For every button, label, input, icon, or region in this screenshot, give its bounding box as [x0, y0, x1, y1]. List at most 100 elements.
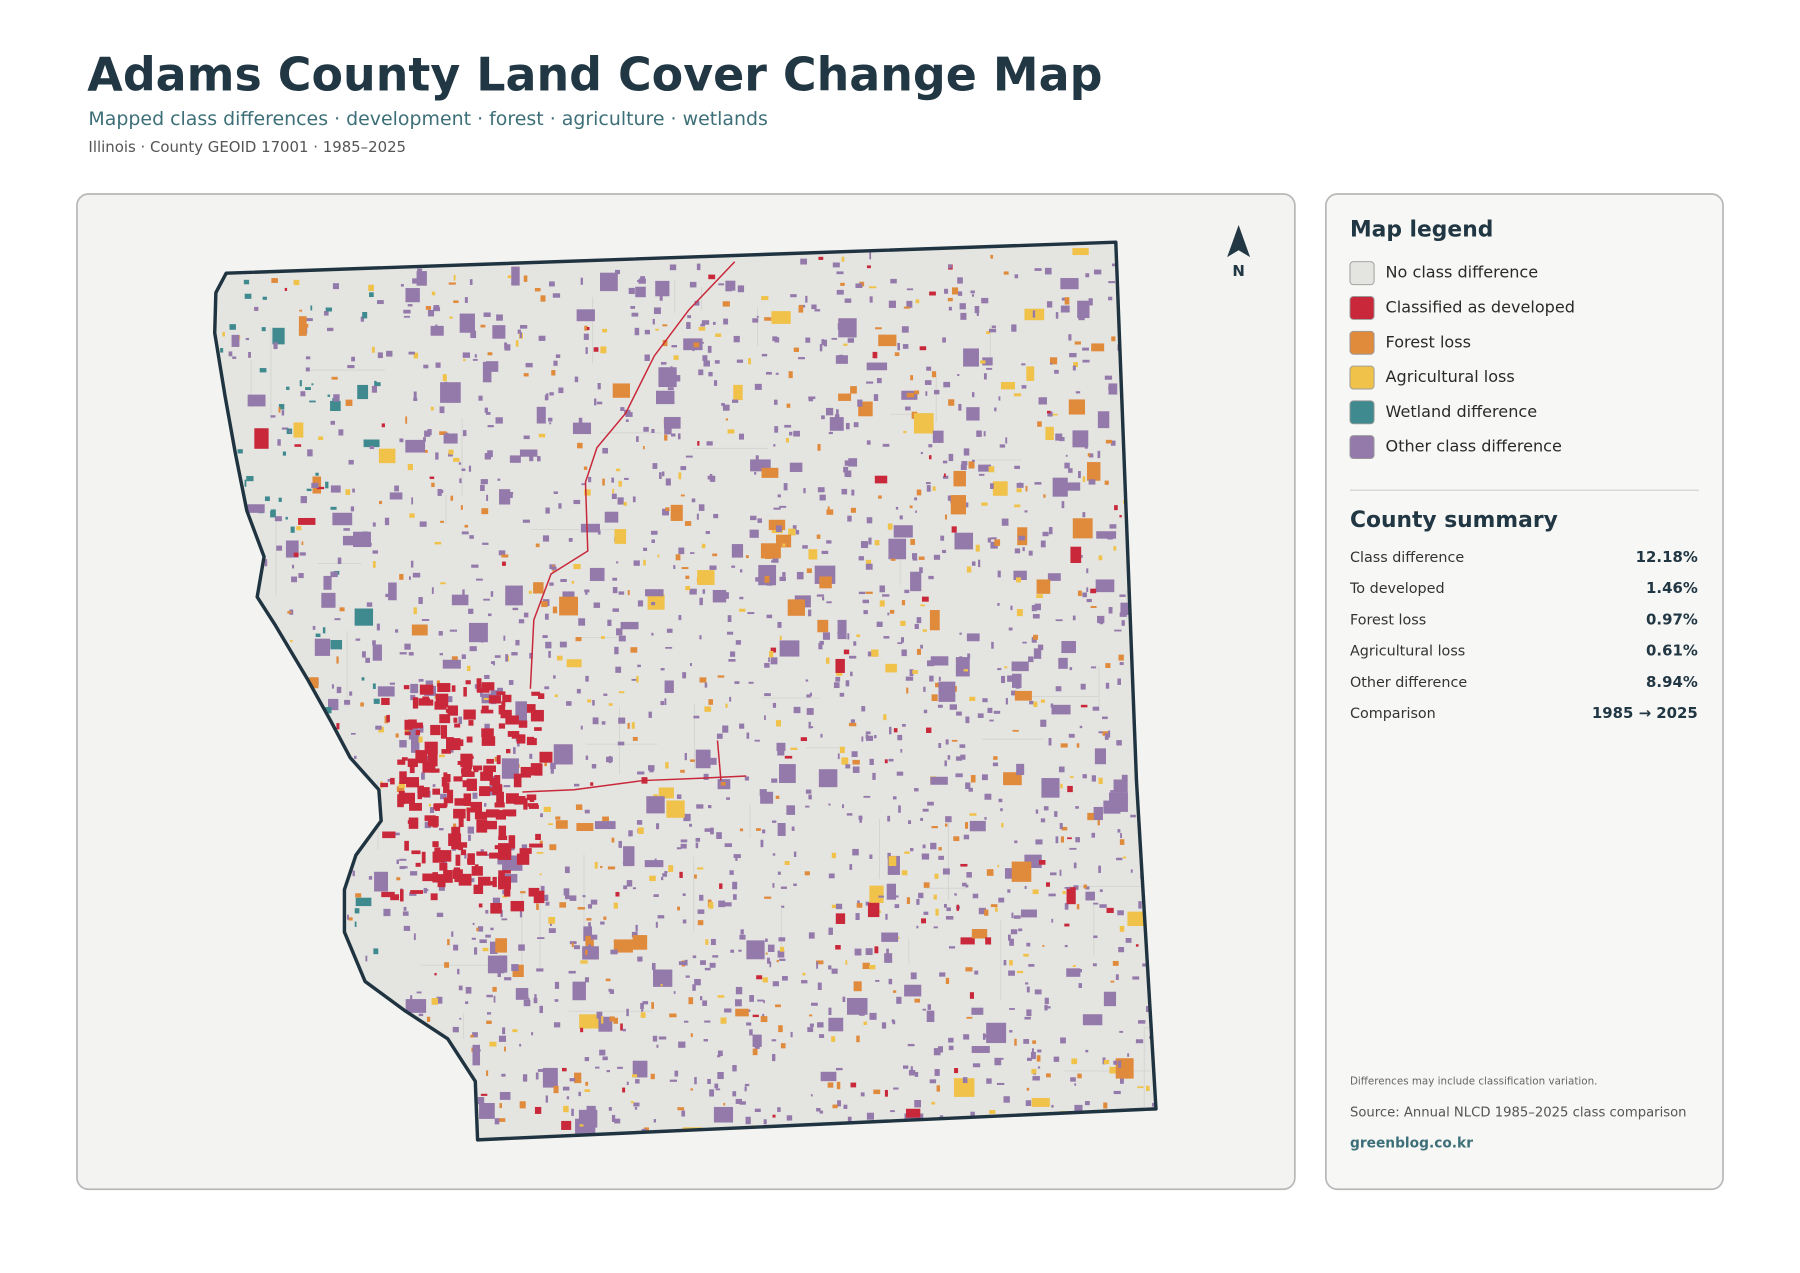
change-patch [966, 407, 980, 421]
developed-patch [398, 790, 405, 805]
developed-patch [511, 734, 526, 739]
change-patch [1043, 494, 1046, 498]
change-patch [487, 450, 493, 458]
change-patch [617, 741, 625, 746]
change-patch [330, 640, 343, 650]
change-patch [315, 472, 319, 476]
change-patch [991, 325, 996, 329]
change-patch [950, 495, 967, 515]
change-patch [1089, 453, 1094, 458]
change-patch [666, 971, 669, 979]
change-patch [746, 732, 750, 739]
change-patch [761, 353, 768, 357]
change-patch [433, 307, 441, 312]
change-patch [970, 1111, 975, 1118]
change-patch [1061, 297, 1068, 301]
change-patch [476, 927, 479, 932]
change-patch [861, 736, 864, 742]
developed-patch [381, 891, 395, 898]
change-patch [729, 696, 732, 702]
change-patch [592, 717, 599, 725]
change-patch [790, 747, 798, 750]
change-patch [449, 316, 453, 319]
change-patch [695, 842, 699, 849]
change-patch [725, 280, 736, 291]
change-patch [847, 515, 852, 522]
change-patch [509, 455, 521, 463]
change-patch [416, 991, 422, 994]
change-patch [1046, 301, 1053, 308]
change-patch [931, 826, 938, 829]
credit[interactable]: greenblog.co.kr [1350, 1135, 1473, 1151]
change-patch [1066, 887, 1076, 905]
change-patch [1018, 535, 1026, 541]
change-patch [827, 1082, 834, 1088]
developed-patch [498, 852, 512, 860]
change-patch [539, 873, 542, 876]
change-patch [559, 641, 567, 648]
change-patch [980, 360, 986, 364]
change-patch [739, 723, 745, 729]
change-patch [1119, 1030, 1124, 1033]
change-patch [1003, 960, 1007, 966]
change-patch [1109, 792, 1128, 812]
developed-patch [516, 736, 526, 744]
developed-patch [401, 757, 408, 761]
change-patch [568, 970, 576, 974]
change-patch [299, 309, 303, 312]
change-patch [1074, 1083, 1077, 1086]
change-patch [599, 1049, 606, 1056]
change-patch [1060, 783, 1063, 789]
change-patch [826, 509, 834, 515]
summary-value: 8.94% [1646, 673, 1698, 691]
change-patch [744, 1083, 750, 1087]
change-patch [399, 740, 407, 748]
change-patch [779, 958, 786, 961]
change-patch [545, 507, 550, 514]
change-patch [423, 437, 426, 442]
change-patch [490, 591, 494, 597]
developed-patch [437, 683, 451, 693]
change-patch [919, 567, 923, 574]
change-patch [247, 504, 265, 513]
change-patch [395, 733, 399, 738]
change-patch [612, 577, 618, 581]
change-patch [508, 680, 514, 685]
change-patch [678, 547, 685, 555]
change-patch [503, 635, 506, 641]
change-patch [857, 399, 863, 407]
change-patch [817, 487, 825, 493]
change-patch [761, 296, 769, 301]
change-patch [535, 543, 540, 548]
change-patch [462, 589, 465, 597]
change-patch [1015, 683, 1020, 689]
change-patch [529, 454, 534, 462]
change-patch [850, 671, 853, 677]
change-patch [623, 501, 627, 506]
change-patch [734, 681, 740, 684]
change-patch [696, 804, 704, 809]
change-patch [655, 280, 670, 297]
change-patch [779, 764, 796, 784]
change-patch [930, 656, 949, 666]
change-patch [1082, 476, 1086, 482]
developed-patch [498, 825, 507, 839]
change-patch [752, 318, 759, 323]
change-patch [372, 550, 379, 554]
developed-patch [440, 850, 452, 862]
change-patch [237, 449, 243, 454]
change-patch [626, 880, 633, 887]
change-patch [1094, 748, 1106, 765]
change-patch [607, 619, 612, 626]
change-patch [614, 1118, 621, 1124]
change-patch [697, 909, 705, 914]
developed-patch [439, 714, 451, 724]
change-patch [773, 444, 776, 447]
change-patch [484, 674, 490, 679]
change-patch [689, 281, 697, 288]
change-patch [787, 599, 805, 616]
change-patch [755, 577, 763, 582]
change-patch [1014, 548, 1021, 554]
change-patch [552, 293, 561, 298]
change-patch [690, 1088, 694, 1091]
